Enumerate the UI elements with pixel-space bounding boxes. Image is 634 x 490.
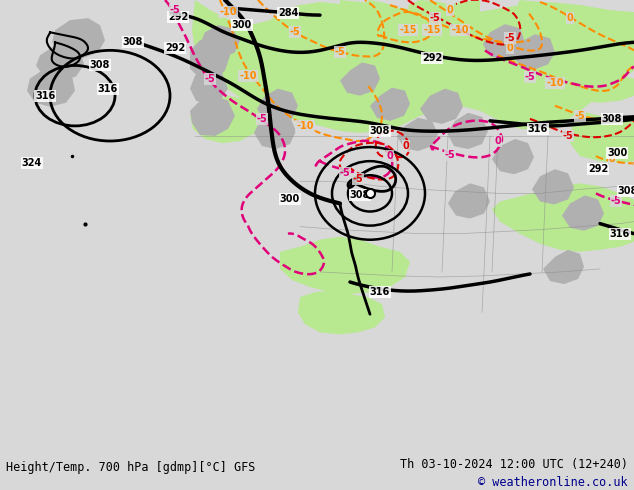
- Polygon shape: [550, 60, 634, 103]
- Text: -5: -5: [257, 114, 268, 124]
- Text: 0: 0: [387, 151, 393, 161]
- Text: -10: -10: [547, 77, 564, 88]
- Text: 316: 316: [98, 84, 118, 94]
- Text: -10: -10: [451, 25, 469, 35]
- Text: -5: -5: [574, 111, 585, 121]
- Text: 308: 308: [602, 114, 622, 124]
- Text: 300: 300: [607, 148, 627, 158]
- Text: -15: -15: [399, 25, 417, 35]
- Polygon shape: [190, 96, 235, 136]
- Text: -10: -10: [219, 7, 236, 17]
- Text: -5: -5: [340, 168, 351, 178]
- Text: 0: 0: [446, 5, 453, 15]
- Polygon shape: [52, 18, 105, 58]
- Polygon shape: [510, 0, 634, 62]
- Text: 324: 324: [22, 158, 42, 168]
- Polygon shape: [190, 35, 230, 80]
- Polygon shape: [492, 139, 534, 174]
- Text: 308: 308: [350, 191, 370, 200]
- Text: 308: 308: [90, 60, 110, 71]
- Text: 308: 308: [370, 126, 390, 136]
- Text: -5: -5: [444, 150, 455, 160]
- Polygon shape: [447, 113, 488, 149]
- Text: -15: -15: [424, 25, 441, 35]
- Text: 292: 292: [588, 164, 608, 174]
- Text: 0: 0: [609, 154, 616, 164]
- Polygon shape: [448, 183, 490, 219]
- Polygon shape: [562, 196, 604, 231]
- Text: 308: 308: [618, 186, 634, 196]
- Text: 292: 292: [422, 53, 442, 63]
- Text: 284: 284: [278, 8, 298, 18]
- Text: Th 03-10-2024 12:00 UTC (12+240): Th 03-10-2024 12:00 UTC (12+240): [399, 458, 628, 471]
- Polygon shape: [543, 250, 584, 284]
- Text: -10: -10: [239, 71, 257, 80]
- Text: 0: 0: [495, 136, 501, 146]
- Polygon shape: [280, 237, 410, 294]
- Polygon shape: [200, 25, 240, 58]
- Polygon shape: [357, 0, 400, 28]
- Polygon shape: [190, 96, 262, 143]
- Text: -5: -5: [562, 131, 573, 141]
- Text: -5: -5: [205, 74, 216, 84]
- Polygon shape: [340, 0, 480, 38]
- Text: 0: 0: [567, 13, 573, 23]
- Text: 316: 316: [370, 287, 390, 297]
- Text: Height/Temp. 700 hPa [gdmp][°C] GFS: Height/Temp. 700 hPa [gdmp][°C] GFS: [6, 462, 256, 474]
- Polygon shape: [513, 34, 555, 70]
- Polygon shape: [190, 69, 228, 105]
- Text: -5: -5: [430, 13, 441, 23]
- Polygon shape: [257, 89, 298, 125]
- Polygon shape: [27, 66, 75, 107]
- Text: 292: 292: [168, 12, 188, 22]
- Text: © weatheronline.co.uk: © weatheronline.co.uk: [478, 476, 628, 489]
- Text: 0: 0: [403, 141, 410, 151]
- Text: -5: -5: [353, 174, 363, 184]
- Polygon shape: [254, 113, 296, 149]
- Text: -5: -5: [505, 33, 515, 43]
- Text: -5: -5: [524, 72, 535, 81]
- Polygon shape: [408, 0, 458, 25]
- Text: 0: 0: [507, 43, 514, 53]
- Text: -5: -5: [290, 27, 301, 37]
- Text: 292: 292: [165, 43, 185, 53]
- Text: -10: -10: [296, 121, 314, 131]
- Text: 300: 300: [280, 195, 300, 204]
- Text: -5: -5: [170, 5, 181, 15]
- Text: 300: 300: [232, 20, 252, 30]
- Text: 316: 316: [528, 124, 548, 134]
- Polygon shape: [36, 42, 84, 80]
- Polygon shape: [483, 24, 525, 59]
- Polygon shape: [192, 0, 634, 133]
- Text: 316: 316: [610, 229, 630, 239]
- Text: 316: 316: [35, 91, 55, 100]
- Polygon shape: [492, 183, 634, 252]
- Polygon shape: [420, 89, 463, 124]
- Polygon shape: [570, 111, 634, 163]
- Text: 308: 308: [123, 37, 143, 48]
- Polygon shape: [397, 118, 438, 151]
- Polygon shape: [532, 169, 574, 204]
- Text: -5: -5: [611, 196, 621, 206]
- Text: -5: -5: [335, 48, 346, 57]
- Polygon shape: [370, 88, 410, 121]
- Polygon shape: [298, 290, 385, 334]
- Polygon shape: [340, 62, 380, 96]
